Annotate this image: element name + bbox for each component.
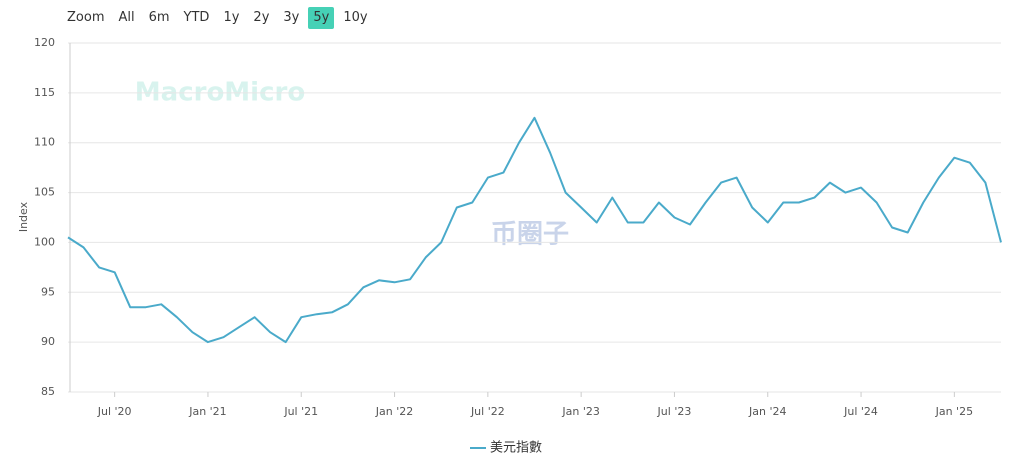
range-selector: Zoom All 6m YTD 1y 2y 3y 5y 10y [62, 7, 373, 29]
y-tick-label: 120 [34, 36, 55, 49]
y-tick-label: 100 [34, 235, 55, 248]
x-tick-label: Jul '20 [97, 405, 132, 418]
y-tick-label: 105 [34, 186, 55, 199]
range-button[interactable]: 6m [148, 10, 170, 25]
x-tick-label: Jan '22 [375, 405, 413, 418]
data-line [67, 116, 1002, 344]
legend-label: 美元指數 [490, 441, 542, 456]
range-button[interactable]: YTD [183, 10, 210, 25]
x-tick-label: Jul '23 [657, 405, 692, 418]
x-tick-label: Jan '23 [561, 405, 599, 418]
y-tick-label: 115 [34, 86, 55, 99]
y-tick-label: 90 [41, 335, 55, 348]
range-button[interactable]: 10y [343, 10, 368, 25]
range-button[interactable]: 2y [253, 10, 270, 25]
range-button[interactable]: 5y [308, 7, 335, 29]
y-tick-label: 95 [41, 285, 55, 298]
y-tick-label: 85 [41, 385, 55, 398]
x-tick-label: Jan '25 [935, 405, 973, 418]
x-tick-label: Jul '21 [283, 405, 318, 418]
y-tick-label: 110 [34, 136, 55, 149]
range-button[interactable]: 1y [223, 10, 240, 25]
x-tick-label: Jan '21 [188, 405, 226, 418]
x-tick-label: Jul '24 [843, 405, 878, 418]
x-tick-label: Jul '22 [470, 405, 505, 418]
y-axis-title: Index [17, 201, 30, 232]
watermark: 币圈子 [491, 220, 569, 250]
zoom-label: Zoom [67, 10, 105, 25]
x-tick-label: Jan '24 [748, 405, 786, 418]
range-button[interactable]: 3y [283, 10, 300, 25]
range-button[interactable]: All [118, 10, 135, 25]
